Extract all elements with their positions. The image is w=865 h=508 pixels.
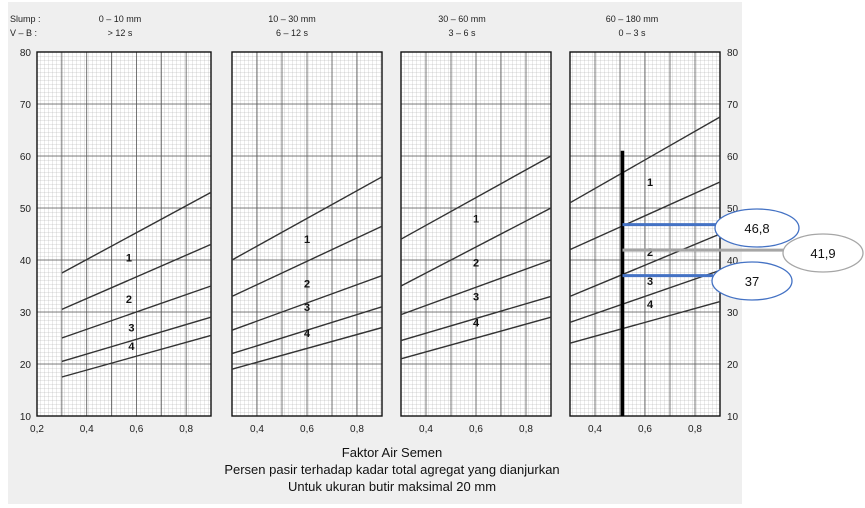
vb-label: V – B :: [10, 28, 37, 38]
curve-label-3: 3: [128, 323, 134, 335]
y-tick-label-right: 50: [727, 204, 739, 215]
y-tick-label-left: 40: [20, 256, 32, 267]
curve-label-2: 2: [304, 278, 310, 290]
panel-2: 1 2 3 4: [231, 51, 383, 417]
x-tick-label: 0,4: [80, 424, 94, 435]
series-line-3: [569, 233, 721, 298]
callout-value: 41,9: [810, 246, 835, 261]
curve-label-1: 1: [473, 213, 479, 225]
series-line-4: [61, 316, 212, 363]
y-tick-label-right: 80: [727, 48, 739, 59]
series-line-2: [231, 225, 383, 298]
series-line-2: [400, 207, 552, 287]
y-tick-label-left: 20: [20, 360, 32, 371]
x-tick-label: 0,2: [30, 424, 44, 435]
footer: Faktor Air Semen Persen pasir terhadap k…: [224, 445, 559, 494]
slump-label: Slump :: [10, 14, 41, 24]
y-tick-label-right: 10: [727, 412, 739, 423]
curve-label-4: 4: [647, 299, 654, 311]
curve-label-2: 2: [647, 247, 653, 259]
curve-label-1: 1: [126, 252, 132, 264]
y-tick-label-right: 70: [727, 100, 739, 111]
curve-label-4: 4: [304, 328, 311, 340]
curve-label-1: 1: [304, 234, 310, 246]
subtitle-line-1: Persen pasir terhadap kadar total agrega…: [224, 462, 559, 477]
panel-4-vb: 0 – 3 s: [618, 28, 646, 38]
curve-label-2: 2: [126, 294, 132, 306]
panel-border: [400, 51, 552, 417]
series-line-4: [569, 269, 721, 324]
panel-1: 1 2 3 4: [36, 51, 212, 417]
x-tick-label: 0,8: [350, 424, 364, 435]
series-line-boundary: [569, 300, 721, 344]
series-line-2: [61, 243, 212, 311]
x-tick-label: 0,8: [179, 424, 193, 435]
panel-1-slump: 0 – 10 mm: [99, 14, 142, 24]
series-line-boundary: [61, 334, 212, 378]
series-line-4: [231, 306, 383, 355]
series-line-4: [400, 295, 552, 342]
plot-panels: 1 2 3 4 1 2 3 4 1 2 3 4 1 2 3 4: [36, 51, 721, 417]
series-line-1: [61, 191, 212, 274]
panel-1-vb: > 12 s: [108, 28, 133, 38]
series-line-3: [61, 285, 212, 339]
y-tick-label-left: 30: [20, 308, 32, 319]
y-tick-label-left: 80: [20, 48, 32, 59]
panel-3-vb: 3 – 6 s: [448, 28, 476, 38]
x-tick-label: 0,6: [300, 424, 314, 435]
panel-border: [231, 51, 383, 417]
panel-2-slump: 10 – 30 mm: [268, 14, 316, 24]
callout-value: 46,8: [744, 221, 769, 236]
y-tick-label-right: 20: [727, 360, 739, 371]
panel-4: 1 2 3 4: [569, 51, 721, 417]
y-tick-label-right: 40: [727, 256, 739, 267]
y-tick-label-right: 60: [727, 152, 739, 163]
series-line-boundary: [400, 316, 552, 360]
x-tick-label: 0,6: [638, 424, 652, 435]
x-tick-label: 0,8: [688, 424, 702, 435]
series-line-2: [569, 181, 721, 251]
series-line-1: [569, 116, 721, 204]
curve-label-3: 3: [647, 276, 653, 288]
y-tick-label-right: 30: [727, 308, 739, 319]
callout-bubble: [711, 261, 793, 301]
x-tick-label: 0,6: [129, 424, 143, 435]
x-tick-label: 0,8: [519, 424, 533, 435]
panel-4-slump: 60 – 180 mm: [606, 14, 659, 24]
curve-label-3: 3: [473, 291, 479, 303]
series-line-3: [400, 259, 552, 316]
subtitle-line-2: Untuk ukuran butir maksimal 20 mm: [288, 479, 496, 494]
curve-label-2: 2: [473, 258, 479, 270]
curve-label-3: 3: [304, 302, 310, 314]
panel-3: 1 2 3 4: [400, 51, 552, 417]
series-line-1: [400, 155, 552, 240]
curve-label-4: 4: [128, 341, 135, 353]
series-line-boundary: [231, 326, 383, 370]
axis-tick-labels: 0,2 0,4 0,6 0,8 0,4 0,6 0,8 0,4 0,6 0,8 0,4 0,6 0,8 1…: [20, 48, 739, 435]
x-axis-title: Faktor Air Semen: [342, 445, 442, 460]
callout-value: 37: [745, 274, 759, 289]
panel-2-vb: 6 – 12 s: [276, 28, 309, 38]
curve-label-4: 4: [473, 317, 480, 329]
header: Slump : V – B : 0 – 10 mm > 12 s 10 – 30…: [10, 14, 658, 38]
y-tick-label-left: 60: [20, 152, 32, 163]
curve-label-1: 1: [647, 177, 653, 189]
y-tick-label-left: 70: [20, 100, 32, 111]
y-tick-label-left: 10: [20, 412, 32, 423]
callout-bubble: [714, 208, 800, 248]
panel-border: [36, 51, 212, 417]
annotations: 46,8 41,9 37: [620, 150, 864, 416]
panel-3-slump: 30 – 60 mm: [438, 14, 486, 24]
panel-grid-minor: [37, 52, 211, 416]
x-tick-label: 0,6: [469, 424, 483, 435]
x-tick-label: 0,4: [419, 424, 433, 435]
y-tick-label-left: 50: [20, 204, 32, 215]
x-tick-label: 0,4: [588, 424, 602, 435]
callout-bubble: [782, 233, 864, 273]
series-line-3: [231, 274, 383, 331]
series-line-1: [231, 176, 383, 261]
x-tick-label: 0,4: [250, 424, 264, 435]
